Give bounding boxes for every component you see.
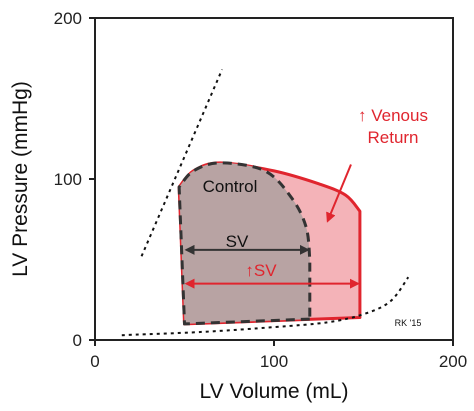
author-signature: RK '15 bbox=[395, 318, 422, 328]
x-tick-label-0: 0 bbox=[90, 352, 99, 371]
sv-increase-label: ↑SV bbox=[245, 261, 277, 280]
x-tick-label-100: 100 bbox=[260, 352, 288, 371]
y-tick-label-100: 100 bbox=[54, 170, 82, 189]
venous-return-arrow bbox=[326, 164, 352, 223]
y-tick-label-200: 200 bbox=[54, 9, 82, 28]
x-tick-label-200: 200 bbox=[439, 352, 467, 371]
espvr-dotted-line bbox=[140, 69, 224, 257]
y-tick-label-0: 0 bbox=[73, 331, 82, 350]
sv-label: SV bbox=[226, 232, 249, 251]
y-axis-title: LV Pressure (mmHg) bbox=[9, 81, 32, 277]
venous-return-label-line1: ↑ Venous bbox=[358, 106, 428, 125]
venous-return-label-line2: Return bbox=[367, 128, 418, 147]
x-axis-title: LV Volume (mL) bbox=[200, 380, 349, 403]
control-label: Control bbox=[203, 177, 258, 196]
